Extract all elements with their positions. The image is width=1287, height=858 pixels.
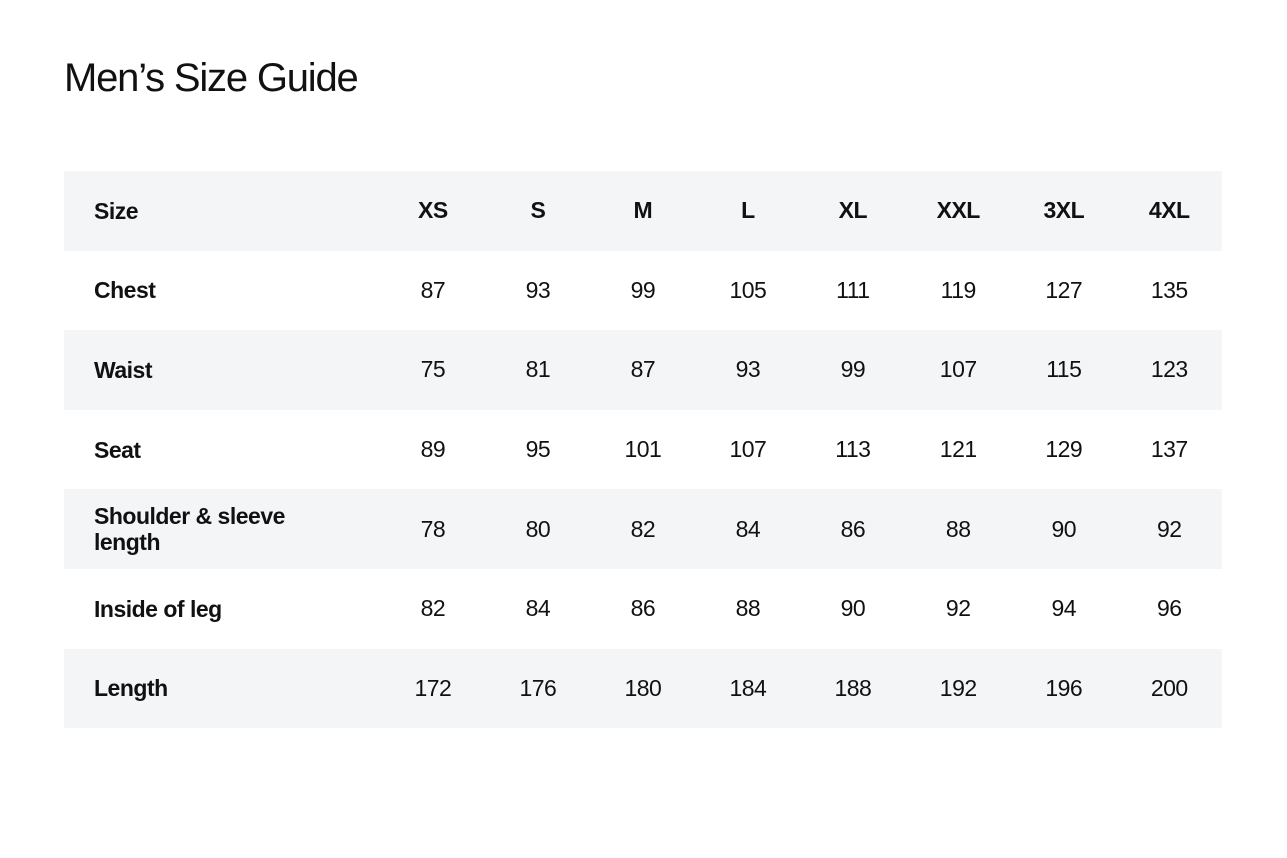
value-cell: 107	[729, 436, 767, 463]
value-cell: 180	[624, 674, 662, 701]
row-label: Size	[94, 197, 139, 224]
value-cell: 188	[834, 674, 872, 701]
value-cell: 88	[735, 595, 761, 622]
row-label: Inside of leg	[94, 595, 222, 622]
value-cell: 84	[525, 595, 551, 622]
value-cell: 89	[420, 436, 446, 463]
value-cell: 90	[1051, 515, 1077, 542]
size-header-cell: 3XL	[1043, 197, 1085, 224]
value-cell: 92	[945, 595, 971, 622]
row-label: Seat	[94, 436, 141, 463]
size-header-cell: S	[530, 197, 546, 224]
value-cell: 99	[630, 276, 656, 303]
page-title: Men’s Size Guide	[64, 56, 359, 100]
value-cell: 87	[420, 276, 446, 303]
value-cell: 192	[939, 674, 977, 701]
value-cell: 99	[840, 356, 866, 383]
table-row: Chest 87 93 99 105 111 119 127 135	[64, 251, 1222, 331]
value-cell: 95	[525, 436, 551, 463]
value-cell: 107	[939, 356, 977, 383]
table-row: Length 172 176 180 184 188 192 196 200	[64, 648, 1222, 729]
value-cell: 176	[519, 674, 557, 701]
table-row: Inside of leg 82 84 86 88 90 92 94 96	[64, 569, 1222, 649]
value-cell: 184	[729, 674, 767, 701]
value-cell: 78	[420, 515, 446, 542]
size-table: Size XS S M L XL XXL 3XL 4XL Chest 87 93 99 105 111 119…	[64, 171, 1222, 729]
value-cell: 75	[420, 356, 446, 383]
value-cell: 123	[1150, 356, 1188, 383]
value-cell: 88	[945, 515, 971, 542]
value-cell: 129	[1045, 436, 1083, 463]
value-cell: 84	[735, 515, 761, 542]
value-cell: 81	[525, 356, 551, 383]
value-cell: 90	[840, 595, 866, 622]
row-label: Chest	[94, 277, 156, 304]
value-cell: 172	[414, 674, 452, 701]
size-header-cell: 4XL	[1148, 197, 1190, 224]
value-cell: 80	[525, 515, 551, 542]
value-cell: 200	[1150, 674, 1188, 701]
value-cell: 113	[835, 436, 871, 463]
value-cell: 93	[525, 276, 551, 303]
value-cell: 137	[1150, 436, 1188, 463]
value-cell: 87	[630, 356, 656, 383]
value-cell: 105	[729, 276, 767, 303]
value-cell: 121	[939, 436, 977, 463]
value-cell: 93	[735, 356, 761, 383]
value-cell: 82	[420, 595, 446, 622]
value-cell: 196	[1045, 674, 1083, 701]
size-header-cell: M	[633, 197, 653, 224]
value-cell: 82	[630, 515, 656, 542]
header-row: Size XS S M L XL XXL 3XL 4XL	[64, 171, 1222, 251]
value-cell: 111	[836, 276, 870, 303]
size-header-cell: L	[741, 197, 755, 224]
value-cell: 86	[630, 595, 656, 622]
value-cell: 92	[1156, 515, 1182, 542]
size-header-cell: XL	[838, 197, 868, 224]
size-header-cell: XS	[418, 197, 448, 224]
value-cell: 115	[1046, 356, 1082, 383]
value-cell: 96	[1156, 595, 1182, 622]
value-cell: 101	[624, 436, 662, 463]
row-label: Shoulder & sleeve length	[94, 503, 285, 556]
row-label: Length	[94, 675, 168, 702]
value-cell: 86	[840, 515, 866, 542]
value-cell: 135	[1150, 276, 1188, 303]
table-row: Shoulder & sleeve length 78 80 82 84 86 88 90 92	[64, 489, 1222, 569]
size-header-cell: XXL	[936, 197, 981, 224]
value-cell: 127	[1045, 276, 1083, 303]
table-row: Waist 75 81 87 93 99 107 115 123	[64, 330, 1222, 410]
row-label: Waist	[94, 356, 153, 383]
value-cell: 119	[940, 276, 977, 303]
table-row: Seat 89 95 101 107 113 121 129 137	[64, 410, 1222, 490]
value-cell: 94	[1051, 595, 1077, 622]
